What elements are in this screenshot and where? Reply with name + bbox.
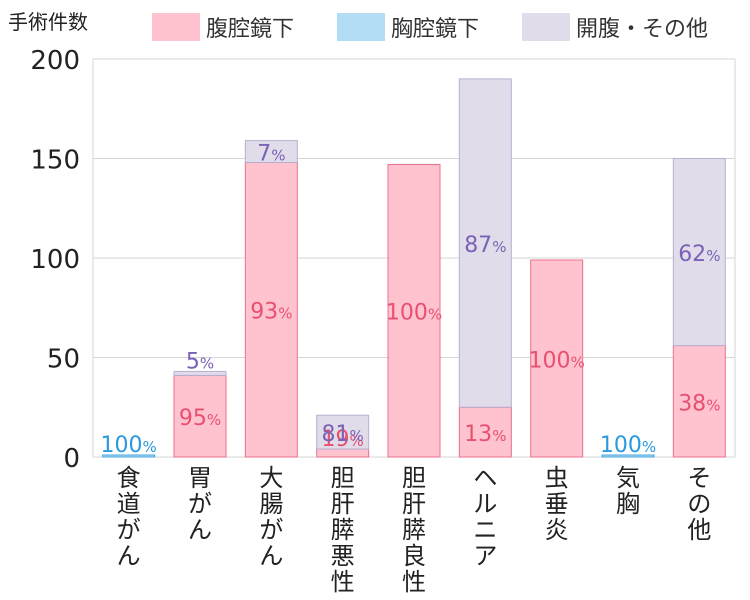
legend-label-open-other: 開腹・その他 <box>576 17 709 42</box>
data-label-8-series-2: 62% <box>678 242 720 267</box>
data-label-1-series-0: 95% <box>179 406 221 431</box>
x-tick-label-3: 胆肝膵悪性 <box>331 464 355 596</box>
legend-swatch-open-other <box>522 13 570 41</box>
data-label-0-series-1: 100% <box>101 433 157 458</box>
bar-4-series-0 <box>387 163 441 458</box>
legend-label-laparoscopic: 腹腔鏡下 <box>206 17 295 42</box>
data-label-1-series-2: 5% <box>186 349 214 374</box>
data-label-3-series-2: 81% <box>322 422 364 447</box>
y-tick-label-0: 0 <box>63 444 80 474</box>
x-tick-label-6: 虫垂炎 <box>545 464 569 544</box>
y-tick-label-2: 100 <box>30 245 80 275</box>
data-label-7-series-1: 100% <box>600 433 656 458</box>
legend-item-thoracoscopic: 胸腔鏡下 <box>337 12 479 42</box>
data-label-5-series-0: 13% <box>464 422 506 447</box>
y-tick-label-1: 50 <box>47 345 80 375</box>
y-axis-title: 手術件数 <box>8 10 88 34</box>
bar-0-series-1 <box>102 454 156 458</box>
x-tick-label-0: 食道がん <box>117 464 141 570</box>
data-label-2-series-2: 7% <box>257 142 285 167</box>
bar-6-series-0 <box>530 259 584 458</box>
legend-label-thoracoscopic: 胸腔鏡下 <box>391 17 480 42</box>
x-tick-label-1: 胃がん <box>188 464 212 544</box>
data-label-8-series-0: 38% <box>678 391 720 416</box>
x-tick-label-7: 気胸 <box>616 464 640 518</box>
legend-swatch-thoracoscopic <box>337 13 385 41</box>
bar-1-series-2 <box>173 370 227 376</box>
bar-5-series-2 <box>458 78 512 408</box>
bar-7-series-1 <box>601 454 655 458</box>
x-tick-label-5: ヘルニア <box>473 464 497 570</box>
legend-item-laparoscopic: 腹腔鏡下 <box>152 12 294 42</box>
bar-8-series-0 <box>672 345 726 458</box>
data-label-2-series-0: 93% <box>250 300 292 325</box>
y-tick-label-3: 150 <box>30 146 80 176</box>
y-tick-label-4: 200 <box>30 46 80 76</box>
x-tick-label-2: 大腸がん <box>259 464 283 570</box>
bar-5-series-0 <box>458 406 512 458</box>
x-tick-label-8: その他 <box>687 464 711 544</box>
data-label-4-series-0: 100% <box>386 301 442 326</box>
bar-8-series-2 <box>672 158 726 347</box>
bar-2-series-0 <box>244 161 298 458</box>
bar-3-series-2 <box>316 414 370 450</box>
legend-swatch-laparoscopic <box>152 13 200 41</box>
x-tick-label-4: 胆肝膵良性 <box>402 464 426 596</box>
data-label-5-series-2: 87% <box>464 233 506 258</box>
bar-2-series-2 <box>244 140 298 163</box>
legend-item-open-other: 開腹・その他 <box>522 12 708 42</box>
data-label-3-series-0: 19% <box>322 427 364 452</box>
data-label-6-series-0: 100% <box>529 348 585 373</box>
